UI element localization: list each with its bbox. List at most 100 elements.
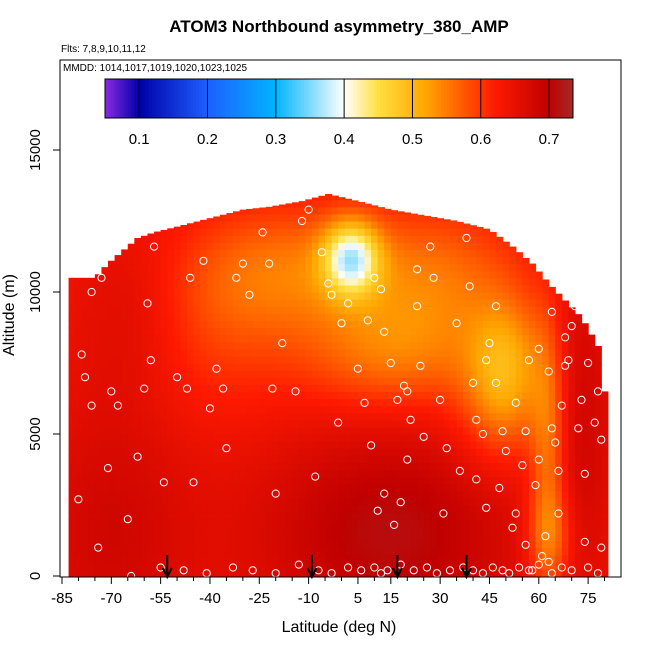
heatmap-cell <box>318 341 326 350</box>
heatmap-cell <box>232 334 241 343</box>
heatmap-cell <box>127 547 135 556</box>
heatmap-cell <box>68 384 76 392</box>
heatmap-cell <box>456 505 464 513</box>
heatmap-cell <box>417 419 425 428</box>
heatmap-cell <box>325 398 333 407</box>
heatmap-cell <box>232 497 241 506</box>
heatmap-cell <box>75 341 83 350</box>
heatmap-cell <box>476 270 484 279</box>
heatmap-cell <box>390 391 398 400</box>
heatmap-cell <box>193 242 201 250</box>
colorbar-segment <box>181 79 185 118</box>
heatmap-cell <box>384 469 392 478</box>
heatmap-cell <box>239 448 247 456</box>
heatmap-cell <box>377 207 385 215</box>
heatmap-cell <box>581 377 589 385</box>
heatmap-cell <box>246 249 254 258</box>
observation-point <box>528 566 537 575</box>
heatmap-cell <box>482 441 491 449</box>
heatmap-cell <box>482 313 491 321</box>
heatmap-cell <box>285 377 293 385</box>
heatmap-cell <box>75 313 83 321</box>
observation-point <box>228 563 238 572</box>
heatmap-cell <box>311 320 320 329</box>
heatmap-cell <box>410 561 418 570</box>
heatmap-cell <box>239 490 247 499</box>
heatmap-cell <box>272 363 280 371</box>
heatmap-cell <box>588 441 596 449</box>
heatmap-cell <box>81 526 89 534</box>
heatmap-cell <box>351 327 359 336</box>
heatmap-cell <box>403 348 412 357</box>
colorbar-segment <box>485 79 489 118</box>
heatmap-cell <box>548 512 556 520</box>
colorbar-segment <box>268 79 273 118</box>
heatmap-cell <box>272 540 280 549</box>
heatmap-cell <box>292 242 300 250</box>
heatmap-cell <box>436 242 445 250</box>
heatmap-cell <box>160 277 168 286</box>
heatmap-cell <box>285 384 293 392</box>
colorbar-segment <box>403 79 407 118</box>
heatmap-cell <box>226 476 234 485</box>
heatmap-cell <box>574 497 583 506</box>
heatmap-cell <box>410 320 418 329</box>
heatmap-cell <box>265 249 274 258</box>
heatmap-cell <box>568 519 576 527</box>
heatmap-cell <box>594 519 602 527</box>
heatmap-cell <box>292 206 300 215</box>
heatmap-cell <box>482 292 491 300</box>
heatmap-cell <box>417 469 425 478</box>
heatmap-cell <box>331 348 339 357</box>
heatmap-cell <box>134 426 142 435</box>
heatmap-cell <box>469 225 477 229</box>
heatmap-cell <box>154 476 162 485</box>
heatmap-cell <box>252 256 260 265</box>
heatmap-cell <box>186 341 195 350</box>
heatmap-cell <box>443 235 451 243</box>
heatmap-cell <box>311 197 320 201</box>
heatmap-cell <box>377 320 385 329</box>
heatmap-cell <box>186 370 195 378</box>
heatmap-cell <box>298 441 306 449</box>
colorbar-segment <box>283 79 287 118</box>
heatmap-cell <box>285 519 293 527</box>
heatmap-cell <box>417 377 425 385</box>
heatmap-cell <box>127 363 135 371</box>
heatmap-cell <box>351 355 359 364</box>
heatmap-cell <box>180 561 188 570</box>
heatmap-cell <box>298 306 306 314</box>
heatmap-cell <box>121 434 129 442</box>
heatmap-cell <box>298 206 306 215</box>
heatmap-cell <box>528 341 537 350</box>
heatmap-cell <box>338 242 346 250</box>
heatmap-cell <box>147 497 155 506</box>
heatmap-cell <box>463 455 471 463</box>
heatmap-cell <box>318 554 326 563</box>
heatmap-cell <box>423 455 431 463</box>
heatmap-cell <box>430 533 438 542</box>
heatmap-cell <box>390 561 398 570</box>
heatmap-cell <box>430 455 438 463</box>
heatmap-cell <box>542 512 550 520</box>
heatmap-cell <box>134 363 142 371</box>
heatmap-cell <box>239 462 247 471</box>
observation-point <box>370 563 379 572</box>
heatmap-cell <box>561 476 569 485</box>
heatmap-cell <box>325 519 333 527</box>
heatmap-cell <box>377 348 385 357</box>
heatmap-cell <box>88 320 96 329</box>
heatmap-cell <box>114 497 122 506</box>
heatmap-cell <box>246 270 254 279</box>
heatmap-cell <box>232 384 241 392</box>
heatmap-cell <box>160 348 168 357</box>
heatmap-cell <box>528 299 537 307</box>
heatmap-cell <box>351 441 359 449</box>
heatmap-cell <box>318 292 326 300</box>
heatmap-cell <box>331 554 339 563</box>
heatmap-cell <box>279 292 287 300</box>
heatmap-cell <box>417 533 425 542</box>
heatmap-cell <box>371 455 379 463</box>
heatmap-cell <box>357 384 366 392</box>
